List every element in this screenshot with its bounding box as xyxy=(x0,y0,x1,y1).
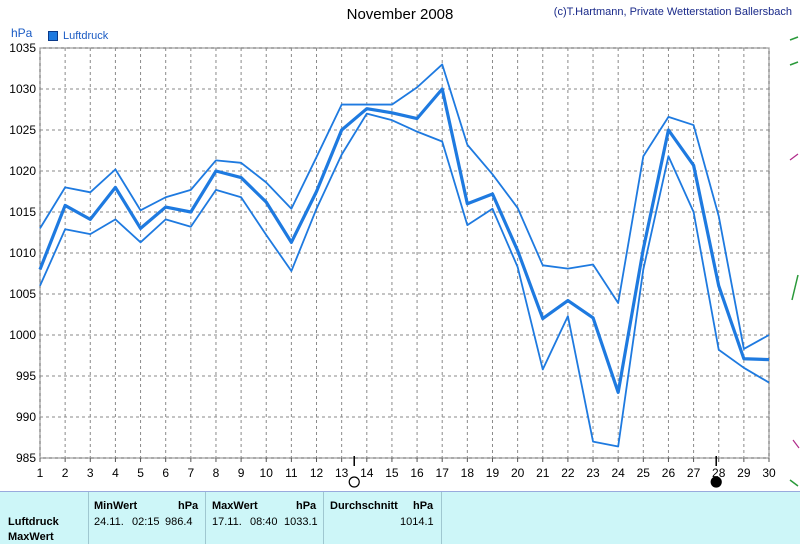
y-tick-label: 985 xyxy=(16,451,36,465)
chart-grid xyxy=(40,48,769,458)
full-moon-marker xyxy=(711,477,721,487)
x-tick-label: 22 xyxy=(561,466,575,480)
stats-divider xyxy=(323,492,324,544)
avg-unit: hPa xyxy=(413,500,433,512)
x-tick-label: 24 xyxy=(611,466,625,480)
right-edge-marks xyxy=(778,0,800,491)
y-tick-label: 1015 xyxy=(9,205,36,219)
x-tick-label: 25 xyxy=(637,466,651,480)
x-tick-label: 11 xyxy=(285,466,298,480)
chart-area: 9859909951000100510101015102010251030103… xyxy=(0,0,800,491)
x-tick-label: 18 xyxy=(461,466,475,480)
x-tick-label: 5 xyxy=(137,466,144,480)
max-unit: hPa xyxy=(296,500,316,512)
x-tick-label: 29 xyxy=(737,466,751,480)
y-tick-label: 1030 xyxy=(9,82,36,96)
x-tick-label: 6 xyxy=(162,466,169,480)
y-tick-label: 1020 xyxy=(9,164,36,178)
min-unit: hPa xyxy=(178,500,198,512)
y-tick-label: 1025 xyxy=(9,123,36,137)
legend-label: Luftdruck xyxy=(63,30,108,42)
max-time: 08:40 xyxy=(250,516,278,528)
x-tick-label: 15 xyxy=(385,466,399,480)
x-tick-label: 20 xyxy=(511,466,525,480)
y-tick-label: 1035 xyxy=(9,41,36,55)
legend-swatch xyxy=(48,31,58,41)
x-tick-label: 10 xyxy=(260,466,274,480)
x-tick-label: 1 xyxy=(37,466,44,480)
y-tick-label: 1000 xyxy=(9,328,36,342)
max-date: 17.11. xyxy=(212,516,242,528)
x-tick-label: 14 xyxy=(360,466,374,480)
x-tick-label: 12 xyxy=(310,466,324,480)
x-tick-label: 27 xyxy=(687,466,701,480)
stats-divider xyxy=(88,492,89,544)
stats-divider xyxy=(441,492,442,544)
min-value: 986.4 xyxy=(165,516,193,528)
x-tick-label: 7 xyxy=(187,466,194,480)
x-tick-label: 17 xyxy=(436,466,450,480)
x-tick-label: 26 xyxy=(662,466,676,480)
min-time: 02:15 xyxy=(132,516,160,528)
y-tick-label: 995 xyxy=(16,369,36,383)
max-value: 1033.1 xyxy=(284,516,318,528)
y-tick-label: 1010 xyxy=(9,246,36,260)
stats-divider xyxy=(205,492,206,544)
x-tick-label: 13 xyxy=(335,466,349,480)
row-label: Luftdruck xyxy=(8,516,59,528)
new-moon-marker xyxy=(349,477,359,487)
x-tick-label: 4 xyxy=(112,466,119,480)
x-tick-label: 30 xyxy=(762,466,776,480)
x-tick-label: 3 xyxy=(87,466,94,480)
x-tick-label: 2 xyxy=(62,466,69,480)
avg-value: 1014.1 xyxy=(400,516,434,528)
statistics-panel: MinWert hPa MaxWert hPa Durchschnitt hPa… xyxy=(0,491,800,544)
x-tick-label: 21 xyxy=(536,466,550,480)
legend: Luftdruck xyxy=(48,30,108,42)
copyright-notice: (c)T.Hartmann, Private Wetterstation Bal… xyxy=(554,6,792,18)
min-header: MinWert xyxy=(94,500,137,512)
x-tick-label: 9 xyxy=(238,466,245,480)
x-tick-label: 16 xyxy=(410,466,424,480)
x-tick-label: 19 xyxy=(486,466,500,480)
row-label-2: MaxWert xyxy=(8,531,54,543)
x-tick-label: 8 xyxy=(213,466,220,480)
min-date: 24.11. xyxy=(94,516,124,528)
y-tick-label: 1005 xyxy=(9,287,36,301)
max-header: MaxWert xyxy=(212,500,258,512)
y-tick-label: 990 xyxy=(16,410,36,424)
y-axis-unit: hPa xyxy=(11,26,32,40)
avg-header: Durchschnitt xyxy=(330,500,398,512)
x-tick-label: 23 xyxy=(586,466,600,480)
